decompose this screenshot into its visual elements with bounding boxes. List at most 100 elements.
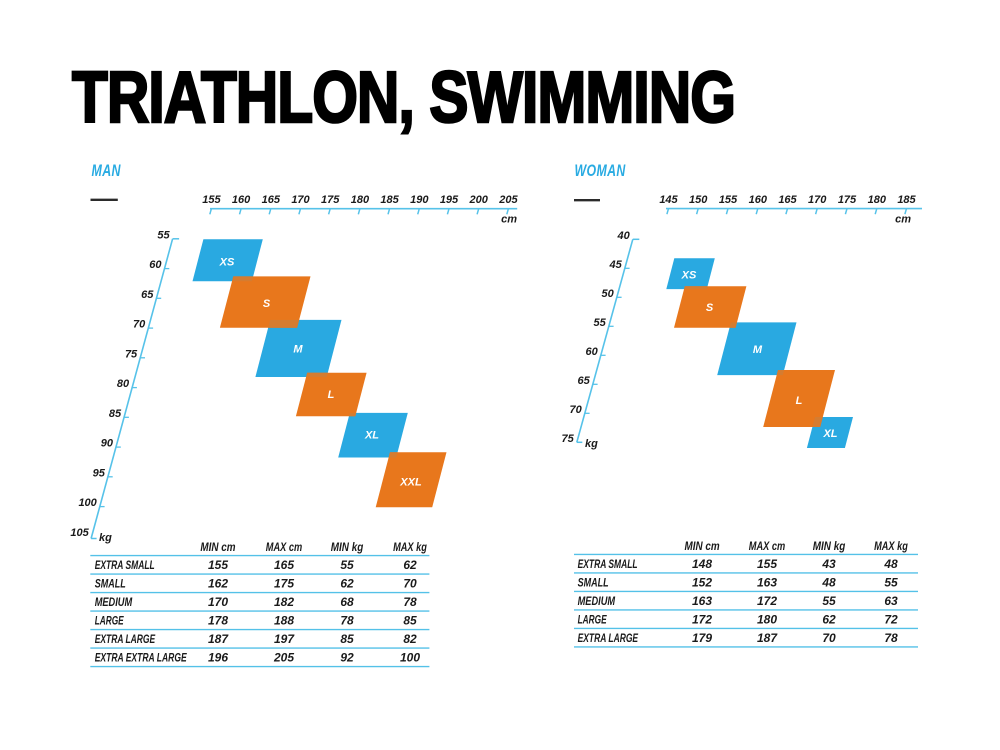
svg-text:160: 160 [749,194,768,206]
svg-text:188: 188 [274,614,294,628]
svg-text:MIN cm: MIN cm [685,539,720,553]
svg-text:XL: XL [364,429,379,441]
svg-text:60: 60 [149,259,162,271]
svg-text:179: 179 [692,631,712,645]
svg-text:LARGE: LARGE [578,612,608,626]
svg-text:152: 152 [692,575,712,589]
svg-text:S: S [263,298,271,310]
svg-text:100: 100 [400,651,420,665]
svg-text:175: 175 [838,194,857,206]
svg-text:MAX kg: MAX kg [393,540,427,554]
svg-text:172: 172 [692,612,712,626]
svg-text:190: 190 [410,194,429,206]
svg-text:187: 187 [757,631,778,645]
svg-text:162: 162 [208,577,228,591]
svg-text:180: 180 [868,194,887,206]
svg-text:148: 148 [692,557,712,571]
svg-text:MIN cm: MIN cm [200,540,235,554]
svg-text:MAN: MAN [92,162,122,180]
svg-text:55: 55 [822,594,836,608]
svg-text:XS: XS [681,270,697,282]
svg-text:55: 55 [884,575,898,589]
svg-text:L: L [328,389,335,401]
svg-text:155: 155 [208,558,228,572]
svg-text:cm: cm [501,214,517,226]
svg-text:75: 75 [562,433,575,445]
svg-text:175: 175 [274,577,294,591]
svg-text:70: 70 [822,631,836,645]
svg-text:EXTRA SMALL: EXTRA SMALL [95,558,155,572]
svg-text:180: 180 [351,194,370,206]
svg-text:65: 65 [578,375,591,387]
svg-text:65: 65 [141,289,154,301]
svg-text:85: 85 [109,408,122,420]
svg-text:MIN kg: MIN kg [331,540,364,554]
svg-text:178: 178 [208,614,228,628]
svg-text:L: L [796,395,803,407]
svg-text:180: 180 [757,612,777,626]
svg-text:172: 172 [757,594,777,608]
svg-text:55: 55 [157,229,170,241]
svg-text:MIN kg: MIN kg [813,539,846,553]
svg-text:60: 60 [586,346,599,358]
svg-text:150: 150 [689,194,708,206]
svg-text:SMALL: SMALL [95,577,126,591]
svg-text:197: 197 [274,632,295,646]
svg-text:68: 68 [340,595,354,609]
svg-text:48: 48 [821,575,836,589]
svg-text:48: 48 [883,557,898,571]
svg-text:kg: kg [585,438,598,450]
svg-text:170: 170 [208,595,228,609]
svg-text:MEDIUM: MEDIUM [95,595,133,609]
svg-text:78: 78 [884,631,898,645]
svg-text:kg: kg [99,532,112,544]
svg-text:40: 40 [617,230,631,242]
svg-text:165: 165 [262,194,281,206]
svg-text:200: 200 [469,194,489,206]
svg-text:MAX cm: MAX cm [266,540,303,554]
svg-text:163: 163 [757,575,777,589]
svg-text:62: 62 [340,577,354,591]
svg-text:187: 187 [208,632,229,646]
svg-text:85: 85 [340,632,354,646]
svg-text:155: 155 [719,194,738,206]
svg-text:XXL: XXL [399,476,422,488]
svg-text:80: 80 [117,378,130,390]
svg-text:95: 95 [93,467,106,479]
svg-text:45: 45 [609,259,623,271]
svg-text:195: 195 [440,194,459,206]
svg-text:100: 100 [78,497,97,509]
svg-text:LARGE: LARGE [95,614,125,628]
svg-text:M: M [753,344,763,356]
svg-text:185: 185 [897,194,916,206]
svg-text:155: 155 [202,194,221,206]
svg-text:MAX cm: MAX cm [749,539,786,553]
svg-text:163: 163 [692,594,712,608]
svg-text:WOMAN: WOMAN [575,162,627,180]
svg-text:175: 175 [321,194,340,206]
svg-text:cm: cm [895,214,911,226]
svg-text:165: 165 [274,558,294,572]
svg-text:70: 70 [570,404,583,416]
svg-text:EXTRA EXTRA LARGE: EXTRA EXTRA LARGE [95,651,188,665]
svg-text:EXTRA LARGE: EXTRA LARGE [578,631,639,645]
svg-text:SMALL: SMALL [578,575,609,589]
svg-text:170: 170 [291,194,310,206]
svg-text:XL: XL [822,428,837,440]
svg-text:75: 75 [125,348,138,360]
svg-text:82: 82 [403,632,417,646]
svg-text:M: M [293,343,303,355]
svg-text:182: 182 [274,595,294,609]
svg-text:70: 70 [403,577,417,591]
svg-text:MAX kg: MAX kg [874,539,908,553]
svg-text:85: 85 [403,614,417,628]
svg-text:205: 205 [498,194,518,206]
svg-text:70: 70 [133,319,146,331]
svg-text:78: 78 [340,614,354,628]
svg-text:MEDIUM: MEDIUM [578,594,616,608]
svg-text:205: 205 [273,651,294,665]
svg-text:62: 62 [822,612,836,626]
svg-text:170: 170 [808,194,827,206]
svg-text:105: 105 [70,527,89,539]
svg-text:50: 50 [602,288,615,300]
